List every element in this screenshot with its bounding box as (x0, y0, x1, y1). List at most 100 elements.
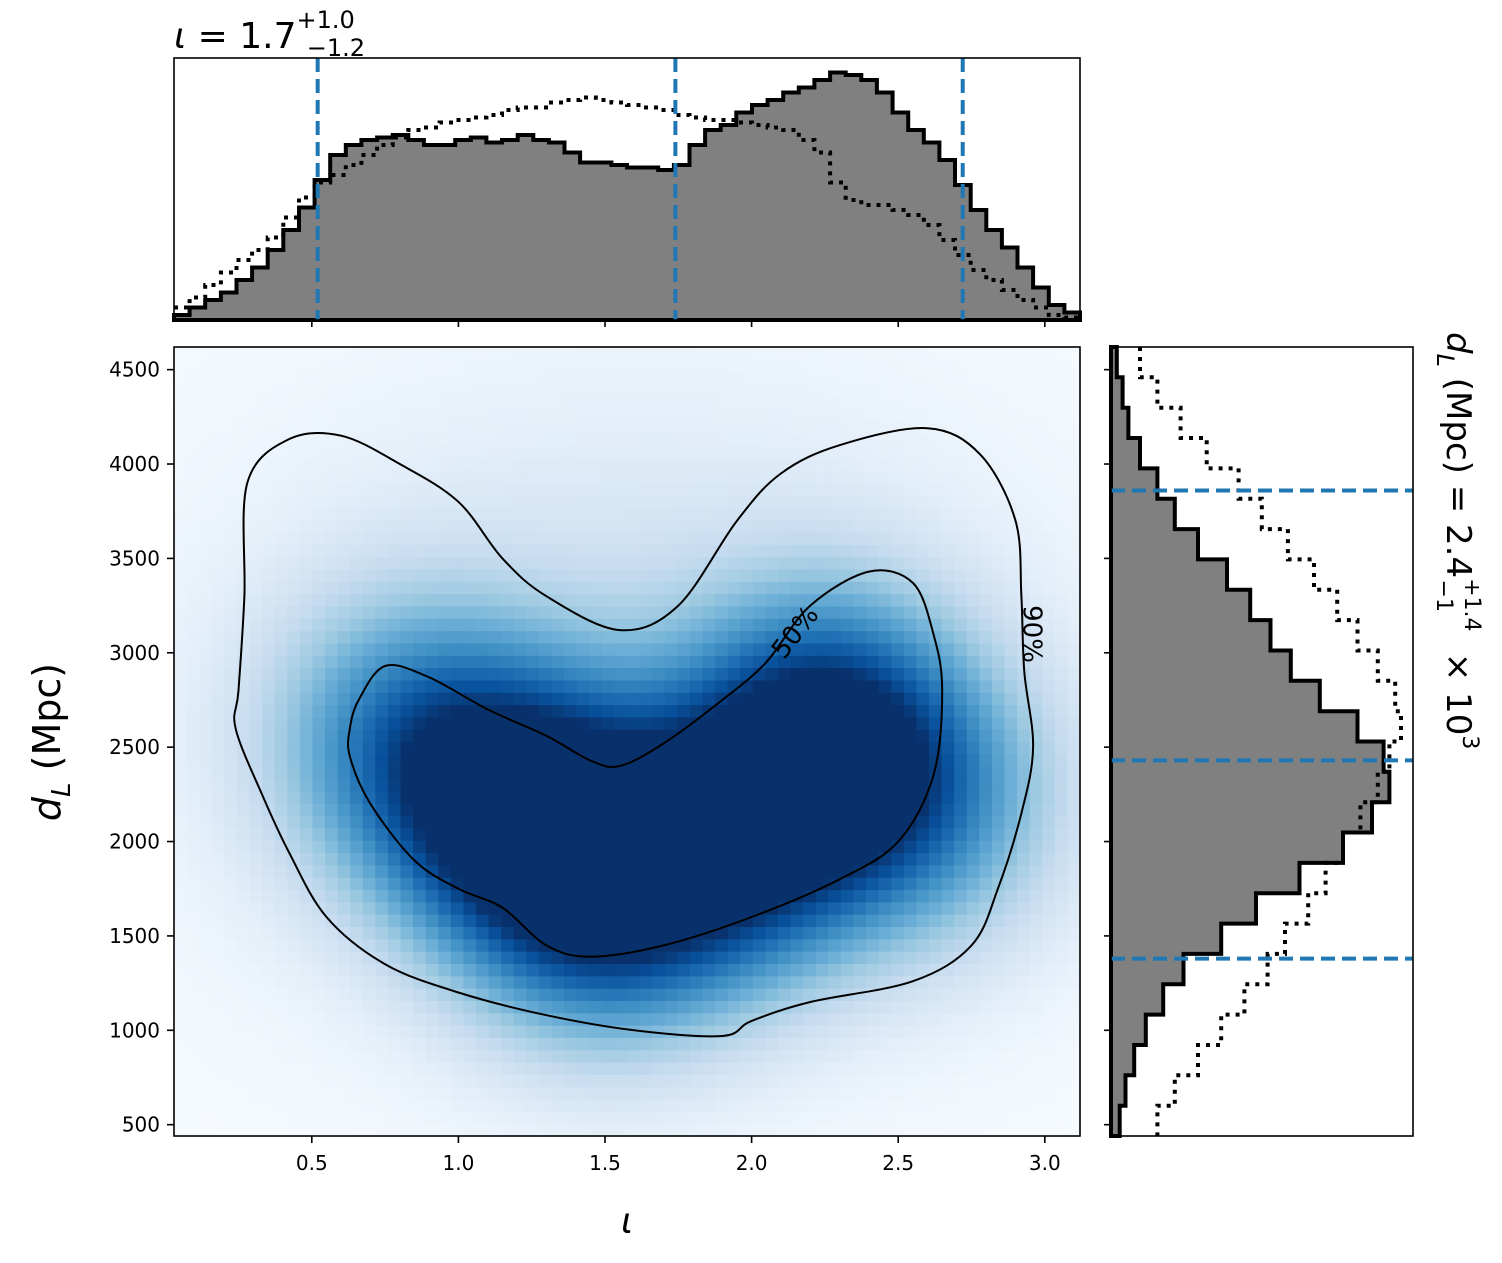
heatmap-cell (337, 605, 351, 619)
heatmap-cell (929, 753, 943, 767)
heatmap-cell (337, 815, 351, 829)
heatmap-cell (1067, 396, 1080, 410)
heatmap-cell (1042, 877, 1056, 891)
heatmap-cell (601, 408, 616, 422)
heatmap-cell (1017, 963, 1031, 977)
heatmap-cell (211, 470, 225, 484)
heatmap-cell (211, 359, 225, 373)
heatmap-cell (1054, 642, 1069, 656)
heatmap-cell (413, 864, 427, 878)
heatmap-cell (752, 581, 767, 595)
heatmap-cell (551, 766, 565, 780)
heatmap-cell (287, 383, 301, 397)
heatmap-cell (174, 877, 188, 891)
heatmap-cell (287, 790, 301, 804)
heatmap-cell (425, 1000, 439, 1014)
heatmap-cell (350, 531, 364, 545)
heatmap-cell (211, 729, 225, 743)
heatmap-cell (715, 507, 729, 521)
heatmap-cell (186, 642, 200, 656)
heatmap-cell (916, 1074, 930, 1088)
heatmap-cell (752, 667, 767, 681)
heatmap-cell (476, 1111, 490, 1125)
heatmap-cell (903, 1086, 918, 1100)
heatmap-cell (715, 667, 729, 681)
heatmap-cell (526, 692, 540, 706)
heatmap-cell (979, 1111, 993, 1125)
heatmap-cell (866, 704, 880, 718)
heatmap-cell (476, 790, 490, 804)
heatmap-cell (488, 877, 502, 891)
heatmap-cell (199, 852, 213, 866)
heatmap-cell (916, 1012, 930, 1026)
heatmap-cell (1054, 433, 1069, 447)
heatmap-cell (853, 889, 867, 903)
heatmap-cell (1017, 457, 1031, 471)
heatmap-cell (954, 692, 968, 706)
heatmap-cell (601, 507, 616, 521)
heatmap-cell (627, 408, 641, 422)
heatmap-cell (576, 630, 590, 644)
heatmap-cell (375, 852, 389, 866)
heatmap-cell (224, 790, 238, 804)
heatmap-cell (1029, 396, 1043, 410)
heatmap-cell (752, 1062, 767, 1075)
heatmap-cell (891, 692, 905, 706)
heatmap-cell (262, 766, 276, 780)
heatmap-cell (916, 692, 930, 706)
heatmap-cell (375, 667, 389, 681)
heatmap-cell (501, 482, 515, 496)
heatmap-cell (903, 778, 918, 792)
heatmap-cell (639, 544, 653, 558)
heatmap-cell (174, 396, 188, 410)
heatmap-cell (375, 655, 389, 669)
heatmap-cell (702, 852, 716, 866)
heatmap-cell (803, 494, 817, 508)
heatmap-cell (299, 408, 314, 422)
heatmap-cell (362, 655, 376, 669)
heatmap-cell (941, 716, 955, 730)
heatmap-cell (1042, 420, 1056, 434)
heatmap-cell (312, 1111, 326, 1125)
heatmap-cell (778, 383, 792, 397)
heatmap-cell (589, 507, 603, 521)
heatmap-cell (325, 704, 339, 718)
heatmap-cell (891, 507, 905, 521)
heatmap-cell (224, 988, 238, 1001)
heatmap-cell (589, 383, 603, 397)
heatmap-cell (463, 704, 477, 718)
heatmap-cell (689, 790, 704, 804)
heatmap-cell (413, 729, 427, 743)
heatmap-cell (702, 679, 716, 693)
heatmap-cell (1029, 457, 1043, 471)
heatmap-cell (803, 840, 817, 854)
heatmap-cell (966, 420, 980, 434)
heatmap-cell (551, 679, 565, 693)
heatmap-cell (941, 642, 955, 656)
heatmap-cell (463, 1049, 477, 1063)
heatmap-cell (677, 457, 691, 471)
heatmap-cell (211, 716, 225, 730)
heatmap-cell (325, 889, 339, 903)
heatmap-cell (878, 1099, 892, 1112)
heatmap-cell (488, 519, 502, 533)
heatmap-cell (752, 457, 767, 471)
heatmap-cell (224, 1099, 238, 1112)
heatmap-cell (979, 975, 993, 989)
heatmap-cell (727, 1062, 741, 1075)
heatmap-cell (853, 729, 867, 743)
heatmap-cell (362, 556, 376, 570)
heatmap-cell (627, 420, 641, 434)
heatmap-cell (538, 482, 553, 496)
heatmap-cell (614, 1049, 628, 1063)
heatmap-cell (174, 568, 188, 582)
heatmap-cell (840, 827, 855, 841)
heatmap-cell (375, 359, 389, 373)
heatmap-cell (929, 679, 943, 693)
heatmap-cell (790, 716, 804, 730)
y-tick-label: 3000 (109, 641, 160, 665)
heatmap-cell (941, 1086, 955, 1100)
heatmap-cell (828, 655, 842, 669)
heatmap-cell (627, 347, 641, 360)
heatmap-cell (488, 864, 502, 878)
